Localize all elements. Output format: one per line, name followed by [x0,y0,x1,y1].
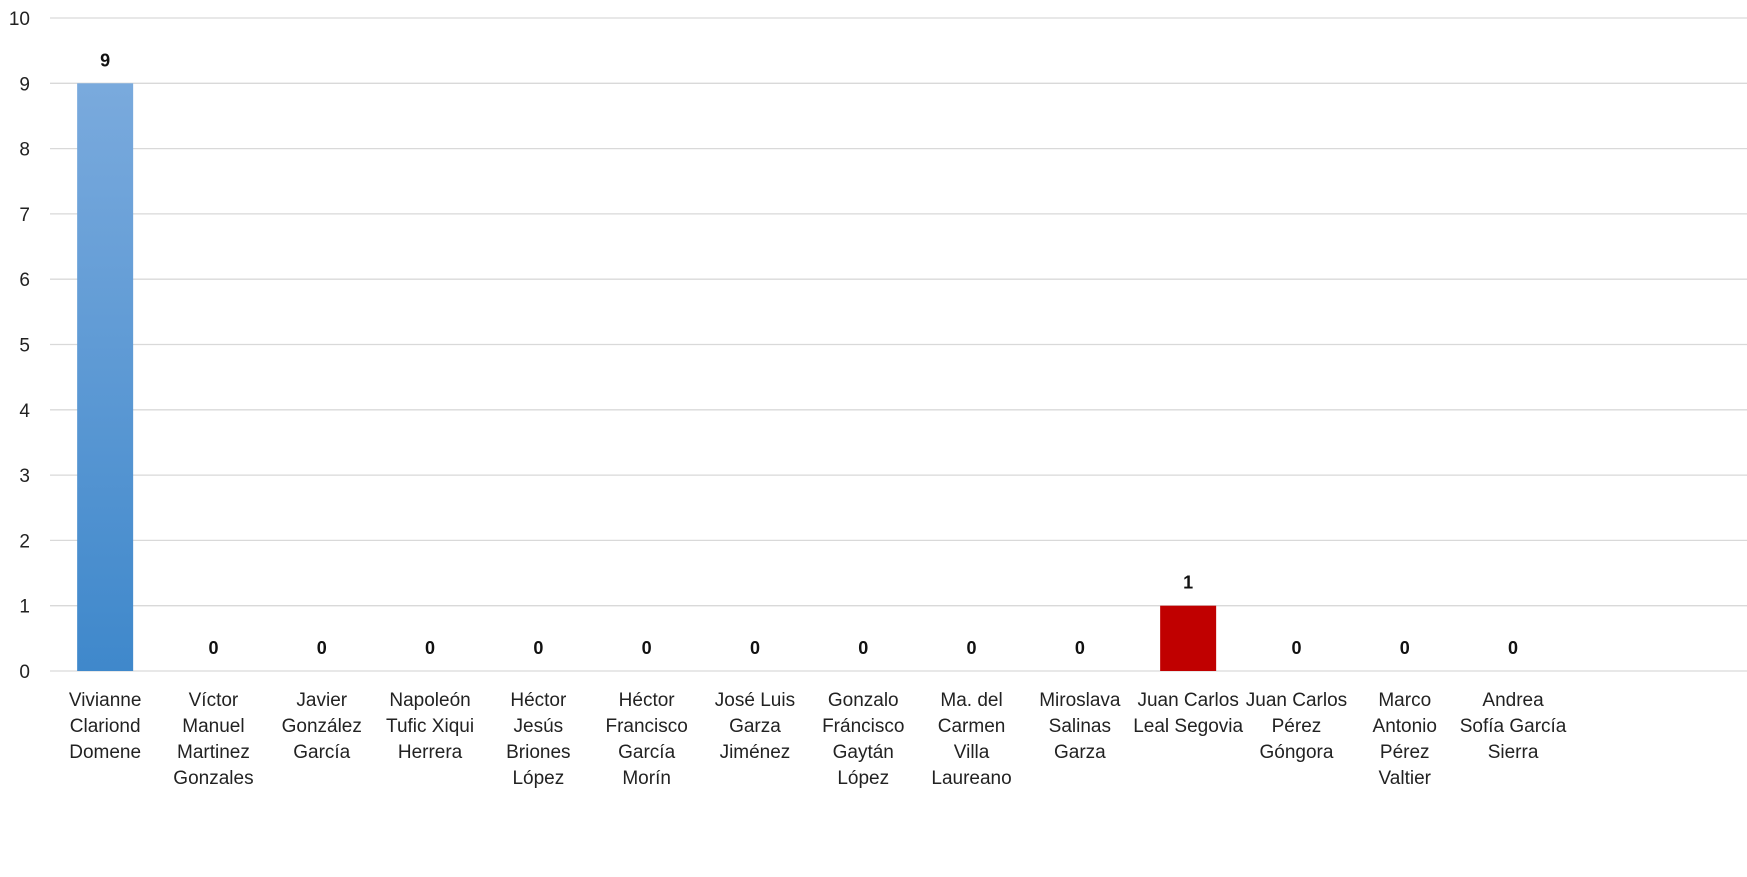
y-tick-label: 2 [19,531,30,552]
x-category-label-line: Clariond [70,716,141,737]
data-label: 9 [100,50,110,70]
x-category-label-line: Tufic Xiqui [386,716,474,737]
x-category-label-line: Laureano [931,768,1011,789]
x-category-label-line: Jesús [514,716,564,737]
x-category-label-line: Jiménez [720,742,791,763]
x-category-label-line: Domene [69,742,141,763]
x-category-label-line: Gonzalo [828,690,899,711]
data-label: 0 [967,638,977,658]
x-category-label-line: Manuel [182,716,244,737]
x-category-label: Ma. del Carmen Villa Laureano [931,690,1011,789]
x-category-label: Víctor Manuel Martinez Gonzales [173,690,253,789]
y-tick-label: 0 [19,662,30,683]
data-labels: 9 0 0 0 0 0 0 0 0 0 1 0 0 0 [100,50,1518,658]
data-label: 0 [858,638,868,658]
x-category-label: Miroslava Salinas Garza [1039,690,1121,763]
y-tick-label: 3 [19,466,30,487]
x-category-label-line: José Luis [715,690,795,711]
data-label: 0 [1400,638,1410,658]
x-category-label-line: López [512,768,564,789]
x-category-label-line: López [837,768,889,789]
data-label: 0 [750,638,760,658]
category-labels: Vivianne Clariond Domene Víctor Manuel Martin… [69,690,1567,789]
x-category-label-line: Valtier [1379,768,1432,789]
y-tick-label: 8 [19,140,30,161]
x-category-label-line: Vivianne [69,690,142,711]
bar [77,83,134,672]
x-category-label: José Luis Garza Jiménez [715,690,795,763]
y-tick-label: 7 [19,205,30,226]
data-label: 0 [642,638,652,658]
data-label: 0 [1291,638,1301,658]
x-category-label: Marco Antonio Pérez Valtier [1373,690,1437,789]
x-category-label-line: García [618,742,675,763]
y-tick-label: 6 [19,270,30,291]
y-tick-label: 9 [19,74,30,95]
data-label: 0 [533,638,543,658]
x-category-label-line: Héctor [510,690,567,711]
data-label: 0 [208,638,218,658]
y-tick-label: 5 [19,336,30,357]
x-category-label-line: Marco [1378,690,1431,711]
x-category-label-line: Salinas [1049,716,1111,737]
y-tick-label: 4 [19,401,30,422]
y-axis-ticks: 0 1 2 3 4 5 6 7 8 9 10 [9,9,31,683]
x-category-label: Héctor Francisco García Morín [605,690,687,789]
x-category-label-line: Juan Carlos [1137,690,1238,711]
x-category-label-line: Garza [1054,742,1106,763]
x-category-label: Javier González García [282,690,362,763]
x-category-label-line: Víctor [189,690,239,711]
x-category-label-line: García [293,742,350,763]
x-category-label: Juan Carlos Pérez Góngora [1246,690,1347,763]
x-category-label: Juan Carlos Leal Segovia [1133,690,1243,737]
y-tick-label: 10 [9,9,30,30]
x-category-label: Vivianne Clariond Domene [69,690,142,763]
x-category-label-line: Andrea [1482,690,1544,711]
x-category-label-line: Martinez [177,742,250,763]
x-category-label-line: Morín [622,768,671,789]
x-category-label-line: Villa [954,742,990,763]
x-category-label-line: Pérez [1380,742,1430,763]
x-category-label: Gonzalo Fráncisco Gaytán López [822,690,904,789]
x-category-label-line: Pérez [1272,716,1322,737]
x-category-label-line: Leal Segovia [1133,716,1243,737]
x-category-label: Napoleón Tufic Xiqui Herrera [386,690,474,763]
x-category-label: Andrea Sofía García Sierra [1460,690,1567,763]
x-category-label-line: Miroslava [1039,690,1121,711]
x-category-label: Héctor Jesús Briones López [506,690,570,789]
x-category-label-line: Sierra [1488,742,1539,763]
x-category-label-line: Francisco [605,716,687,737]
x-category-label-line: González [282,716,362,737]
x-category-label-line: Juan Carlos [1246,690,1347,711]
x-category-label-line: Gaytán [833,742,894,763]
x-category-label-line: Ma. del [940,690,1002,711]
bar [1160,605,1217,671]
x-category-label-line: Napoleón [389,690,470,711]
x-category-label-line: Briones [506,742,570,763]
x-category-label-line: Herrera [398,742,463,763]
data-label: 0 [1075,638,1085,658]
x-category-label-line: Héctor [619,690,676,711]
x-category-label-line: Antonio [1373,716,1437,737]
data-label: 0 [425,638,435,658]
x-category-label-line: Sofía García [1460,716,1567,737]
bars [77,83,1217,672]
x-category-label-line: Javier [296,690,347,711]
x-category-label-line: Fráncisco [822,716,904,737]
data-label: 0 [1508,638,1518,658]
y-tick-label: 1 [19,597,30,618]
x-category-label-line: Gonzales [173,768,253,789]
x-category-label-line: Góngora [1259,742,1333,763]
data-label: 1 [1183,573,1193,593]
gridlines [50,17,1747,672]
data-label: 0 [317,638,327,658]
x-category-label-line: Carmen [938,716,1006,737]
x-category-label-line: Garza [729,716,781,737]
